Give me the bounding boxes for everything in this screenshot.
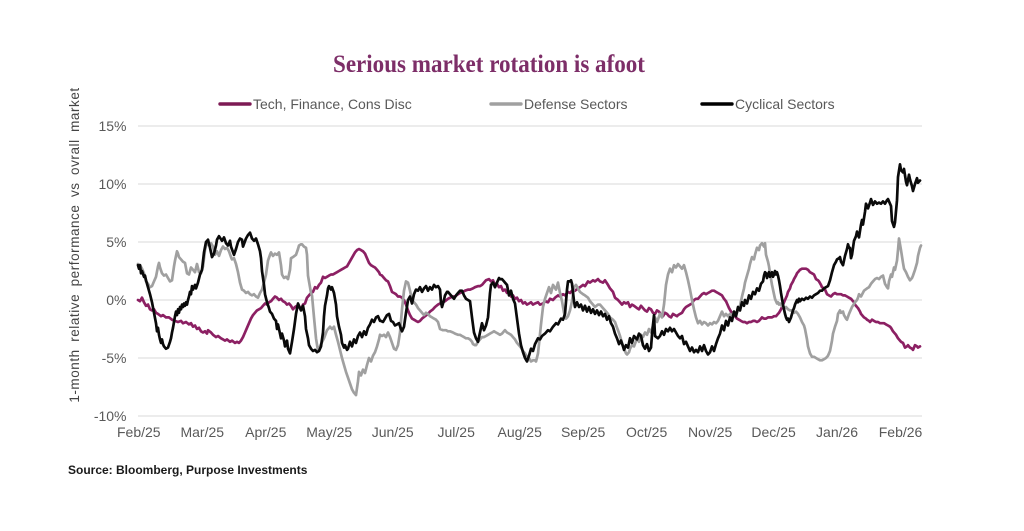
svg-text:Dec/25: Dec/25 (751, 424, 796, 440)
svg-text:1-month relative performance v: 1-month relative performance vs ovrall m… (67, 87, 82, 402)
svg-text:Source: Bloomberg, Purpose Inv: Source: Bloomberg, Purpose Investments (68, 463, 308, 477)
svg-text:May/25: May/25 (306, 424, 352, 440)
svg-text:Tech, Finance, Cons Disc: Tech, Finance, Cons Disc (253, 96, 412, 112)
svg-text:Oct/25: Oct/25 (626, 424, 667, 440)
svg-text:Serious market rotation is afo: Serious market rotation is afoot (333, 51, 646, 78)
svg-text:Aug/25: Aug/25 (497, 424, 542, 440)
svg-text:-10%: -10% (94, 408, 127, 424)
svg-text:Defense Sectors: Defense Sectors (524, 96, 628, 112)
svg-text:Apr/25: Apr/25 (245, 424, 286, 440)
svg-text:15%: 15% (98, 118, 126, 134)
svg-text:Jun/25: Jun/25 (372, 424, 414, 440)
svg-text:Mar/25: Mar/25 (180, 424, 224, 440)
svg-text:Feb/25: Feb/25 (117, 424, 161, 440)
svg-text:Nov/25: Nov/25 (688, 424, 733, 440)
svg-text:5%: 5% (106, 234, 126, 250)
svg-text:Sep/25: Sep/25 (561, 424, 606, 440)
svg-text:0%: 0% (106, 292, 126, 308)
svg-text:10%: 10% (98, 176, 126, 192)
svg-text:Cyclical Sectors: Cyclical Sectors (735, 96, 835, 112)
svg-text:Feb/26: Feb/26 (879, 424, 923, 440)
svg-text:Jan/26: Jan/26 (816, 424, 858, 440)
svg-text:Jul/25: Jul/25 (438, 424, 476, 440)
svg-text:-5%: -5% (102, 350, 127, 366)
